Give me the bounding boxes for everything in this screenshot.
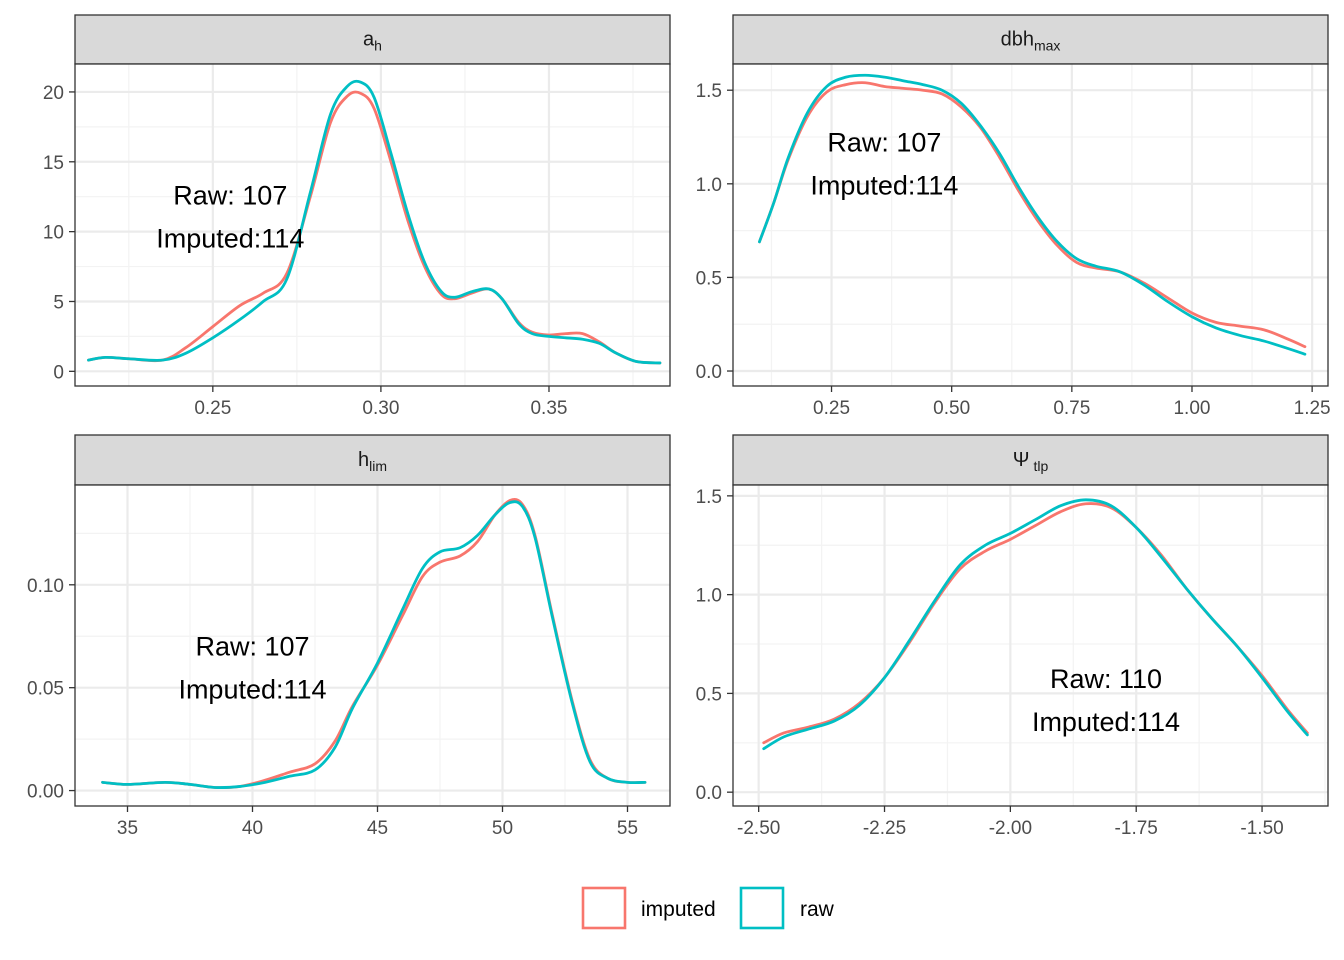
x-tick-label: 0.50 [933,398,970,419]
count-annotation-line: Imputed:114 [156,224,304,254]
count-annotation-line: Raw: 107 [195,632,309,662]
y-tick-label: 0.05 [27,679,64,700]
legend-item-raw: raw [739,886,835,930]
density-line-imputed [87,90,662,365]
strip-label-subscript: lim [369,458,387,474]
x-tick-label: 0.75 [1053,398,1090,419]
density-line-raw [101,500,647,789]
facet-strip [732,434,1329,486]
y-tick-label: 0 [53,362,64,383]
facet-panel-2: dbhmax 0.25 0.50 0.75 1.00 1.25 0.0 0.5 1.0 1.5 Ra… [696,14,1331,419]
count-annotation-line: Raw: 107 [827,128,941,158]
count-annotation-line: Raw: 107 [173,181,287,211]
strip-label-subscript: h [374,38,382,54]
facet-strip [74,14,671,65]
density-line-raw [762,498,1309,751]
strip-label-subscript: max [1034,38,1060,54]
y-tick-label: 0.0 [696,783,722,804]
y-tick-label: 5 [53,292,64,313]
x-tick-label: -1.75 [1115,818,1158,839]
x-tick-label: 0.25 [813,398,850,419]
x-tick-label: 0.30 [362,398,399,419]
y-tick-label: 1.0 [696,175,722,196]
facet-panel-1: ah 0.25 0.30 0.35 0 5 10 15 20 Raw: 107 Imputed:11… [43,14,671,419]
x-tick-label: 1.00 [1173,398,1210,419]
strip-label-main: a [363,29,375,51]
strip-label-main: h [358,449,369,471]
count-annotation-line: Imputed:114 [1032,707,1180,737]
x-tick-label: 1.25 [1294,398,1331,419]
y-tick-label: 1.5 [696,487,722,508]
y-tick-label: 1.5 [696,81,722,102]
y-tick-label: 1.0 [696,586,722,607]
count-annotation-line: Raw: 110 [1050,664,1162,694]
x-tick-label: 45 [367,818,388,839]
strip-label-main: Ψ [1013,449,1030,471]
x-tick-label: -2.25 [863,818,906,839]
x-tick-label: -1.50 [1240,818,1283,839]
density-line-imputed [758,81,1307,349]
panel-border [74,63,671,387]
x-tick-label: 40 [242,818,263,839]
facet-panel-3: hlim 35 40 45 50 55 0.00 0.05 0.10 Raw: 107 Impute… [27,434,671,839]
strip-label-subscript: tlp [1033,458,1048,474]
panel-border [732,63,1329,387]
legend: imputed raw [581,886,835,930]
count-annotation-line: Imputed:114 [810,171,958,201]
x-tick-label: 0.25 [194,398,231,419]
x-tick-label: 35 [117,818,138,839]
x-tick-label: -2.50 [737,818,780,839]
y-tick-label: 0.5 [696,268,722,289]
y-tick-label: 15 [43,153,64,174]
density-line-raw [87,79,662,365]
x-tick-label: 0.35 [530,398,567,419]
y-tick-label: 20 [43,83,64,104]
count-annotation-line: Imputed:114 [178,675,326,705]
y-tick-label: 10 [43,223,64,244]
legend-label: raw [800,898,835,921]
density-line-raw [758,73,1307,356]
panel-background [733,485,1328,806]
x-tick-label: 55 [617,818,638,839]
panel-border [732,484,1329,807]
y-tick-label: 0.10 [27,576,64,597]
panel-background [733,64,1328,386]
facet-strip-label: dbhmax [1001,29,1061,54]
x-tick-label: 50 [492,818,513,839]
facet-strip-label: hlim [358,449,387,474]
facet-strip [74,434,671,486]
legend-key [581,886,627,930]
strip-label-main: dbh [1001,29,1034,51]
legend-key [739,886,785,930]
legend-label: imputed [641,898,716,921]
y-tick-label: 0.0 [696,362,722,383]
y-tick-label: 0.5 [696,684,722,705]
x-tick-label: -2.00 [989,818,1032,839]
panel-background [75,485,670,806]
facet-strip-label: ah [363,29,382,54]
legend-item-imputed: imputed [581,886,716,930]
panel-border [74,484,671,807]
y-tick-label: 0.00 [27,782,64,803]
